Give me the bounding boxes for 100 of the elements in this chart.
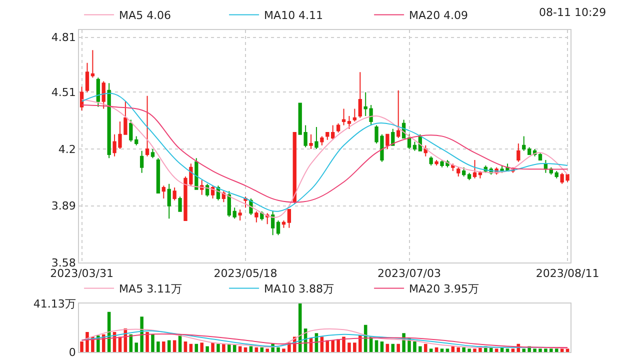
candlestick — [80, 86, 84, 112]
candlestick — [150, 148, 155, 159]
candlestick — [456, 166, 460, 178]
candlestick — [244, 196, 248, 208]
candlestick — [554, 170, 558, 179]
candlestick — [516, 143, 520, 162]
candlestick — [287, 208, 292, 228]
candlestick — [107, 82, 111, 159]
bar — [140, 316, 144, 352]
bar — [206, 346, 209, 352]
y-tick-label: 41.13万 — [33, 297, 76, 310]
bar — [533, 348, 536, 352]
y-tick-label: 3.89 — [51, 200, 76, 213]
bar — [282, 348, 286, 352]
bar — [391, 344, 395, 352]
candlestick — [352, 108, 357, 122]
bar — [418, 346, 422, 352]
candlestick — [538, 152, 542, 161]
y-tick-label: 4.81 — [51, 31, 76, 44]
candlestick — [276, 220, 280, 236]
bar — [276, 347, 280, 352]
candlestick — [254, 210, 258, 223]
text: 08-11 10:29 — [539, 6, 606, 19]
legend-label: MA5 3.11万 — [119, 282, 182, 296]
bar — [151, 334, 154, 352]
candlestick — [172, 187, 176, 201]
legend-label: MA10 3.88万 — [264, 282, 334, 296]
bar — [134, 342, 138, 352]
candlestick — [342, 108, 346, 126]
bar — [222, 344, 226, 352]
legend-label: MA20 4.09 — [409, 9, 468, 22]
bar — [232, 345, 236, 352]
bar — [468, 348, 471, 352]
candlestick — [90, 50, 95, 78]
candlestick — [232, 207, 236, 220]
x-tick-label: 2023/07/03 — [378, 266, 441, 280]
candlestick — [162, 185, 166, 199]
candlestick — [227, 190, 231, 218]
candlestick — [326, 132, 330, 140]
candlestick — [527, 146, 532, 156]
bar — [211, 342, 214, 352]
candlestick — [424, 144, 428, 157]
bar — [424, 344, 428, 352]
y-tick-label: 3.58 — [51, 256, 76, 270]
candlestick — [96, 77, 100, 108]
x-tick-label: 2023/08/11 — [536, 266, 600, 280]
bar — [353, 342, 356, 352]
bar — [544, 348, 548, 352]
candlestick — [270, 210, 275, 236]
bar — [358, 336, 362, 352]
candlestick — [134, 136, 138, 146]
y-tick-label: 0 — [68, 346, 76, 359]
candlestick — [434, 160, 438, 166]
bar — [80, 341, 84, 352]
bar — [522, 348, 526, 352]
bar — [554, 348, 558, 352]
bar — [216, 344, 220, 352]
bar — [494, 348, 498, 352]
bar — [550, 348, 553, 352]
candlestick — [451, 163, 455, 172]
bar — [228, 344, 231, 352]
bar — [396, 344, 400, 352]
bar — [184, 341, 188, 352]
bar — [429, 348, 433, 352]
bar — [473, 348, 476, 352]
candlestick — [358, 72, 362, 118]
bar — [162, 341, 166, 352]
candlestick — [336, 122, 340, 134]
candlestick — [347, 116, 352, 130]
bar — [456, 347, 460, 352]
bar — [413, 341, 416, 352]
candlestick — [429, 156, 433, 166]
candlestick — [156, 158, 160, 194]
bar — [462, 347, 466, 352]
candlestick — [467, 172, 472, 181]
candlestick — [331, 124, 335, 140]
bar — [336, 339, 340, 352]
bar — [348, 342, 351, 352]
bar — [506, 348, 510, 352]
candlestick — [462, 166, 466, 178]
candlestick — [309, 134, 313, 150]
legend-label: MA5 4.06 — [119, 9, 172, 22]
bar — [146, 332, 149, 352]
candlestick — [391, 128, 395, 146]
line-series — [81, 334, 568, 348]
bar — [380, 341, 384, 352]
bar — [342, 336, 346, 352]
candlestick — [412, 141, 417, 152]
candlestick — [129, 119, 133, 142]
candlestick — [238, 208, 242, 221]
bar — [446, 348, 450, 352]
x-tick-label: 2023/03/31 — [50, 266, 114, 280]
candlestick — [314, 126, 318, 150]
bar — [266, 348, 269, 352]
bar — [538, 348, 542, 352]
bar — [249, 346, 253, 352]
candlestick — [320, 136, 324, 146]
legend-label: MA20 3.95万 — [409, 282, 480, 296]
candlestick — [478, 170, 482, 179]
candlestick — [145, 95, 150, 157]
